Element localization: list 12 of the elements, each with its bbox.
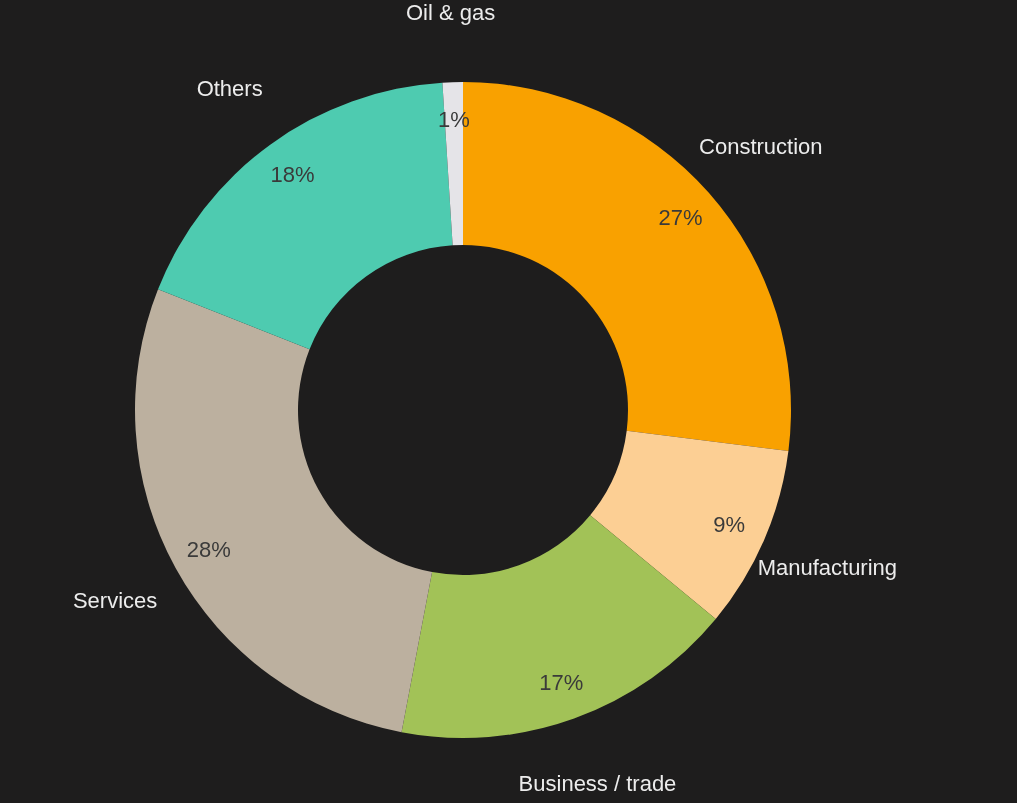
donut-slice [401,515,716,738]
slice-label: Construction [699,134,823,160]
data-label: 9% [713,512,746,538]
slice-label: Manufacturing [757,554,898,580]
slice-label: Business / trade [518,770,677,796]
data-label: 17% [539,669,584,695]
slice-label: Others [196,75,263,101]
data-label: 27% [658,205,703,231]
slice-label: Oil & gas [405,0,496,26]
data-label: 28% [186,536,231,562]
slice-label: Services [72,588,158,614]
data-label: 18% [270,162,315,188]
